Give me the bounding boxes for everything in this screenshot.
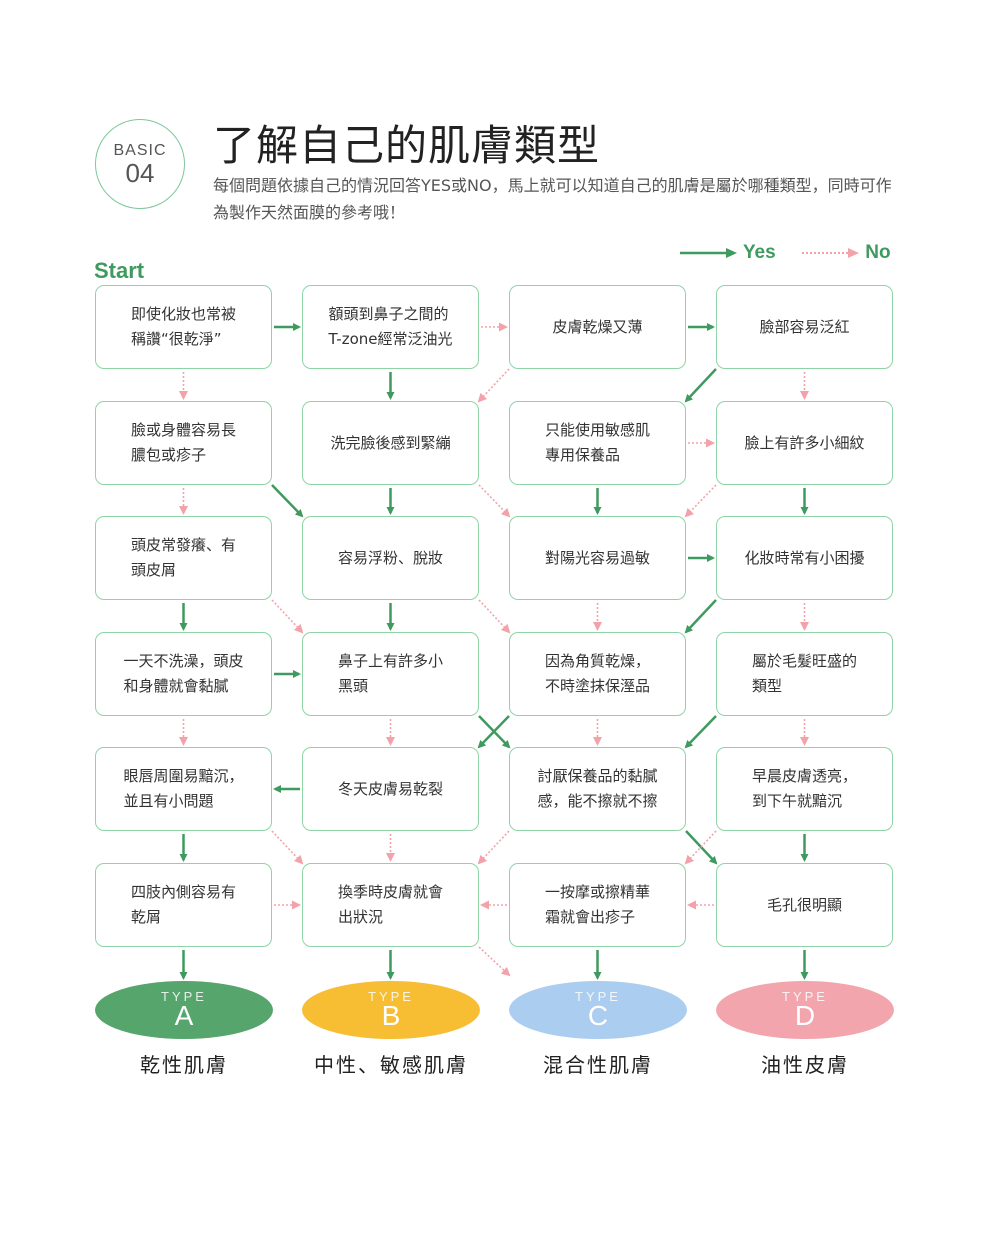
- question-text: 化妝時常有小困擾: [744, 548, 865, 567]
- no-arrow: [684, 830, 717, 865]
- question-text: 一天不洗澡，頭皮 和身體就會黏膩: [123, 652, 244, 695]
- legend-yes: Yes: [680, 242, 776, 264]
- question-text: 討厭保養品的黏膩 感，能不擦就不擦: [537, 767, 658, 810]
- question-box: 皮膚乾燥又薄: [509, 285, 686, 369]
- question-box: 早晨皮膚透亮， 到下午就黯沉: [716, 747, 893, 831]
- type-label: TYPE: [368, 989, 414, 1004]
- question-text: 即使化妝也常被 稱讚“很乾淨”: [130, 305, 236, 348]
- question-box: 冬天皮膚易乾裂: [302, 747, 479, 831]
- no-arrow: [478, 484, 511, 518]
- question-box: 屬於毛髮旺盛的 類型: [716, 632, 893, 716]
- question-box: 頭皮常發癢、有 頭皮屑: [95, 516, 272, 600]
- question-text: 四肢內側容易有 乾屑: [130, 883, 236, 926]
- question-text: 早晨皮膚透亮， 到下午就黯沉: [751, 767, 857, 810]
- question-text: 冬天皮膚易乾裂: [337, 779, 443, 798]
- question-box: 毛孔很明顯: [716, 863, 893, 947]
- legend-no: No: [802, 242, 891, 264]
- start-label: Start: [94, 258, 145, 283]
- question-box: 一按摩或擦精華 霜就會出疹子: [509, 863, 686, 947]
- question-text: 臉或身體容易長 膿包或疹子: [130, 421, 236, 464]
- question-box: 洗完臉後感到緊繃: [302, 401, 479, 485]
- yes-arrow: [271, 484, 304, 518]
- badge-number: 04: [125, 158, 155, 188]
- question-box: 臉部容易泛紅: [716, 285, 893, 369]
- question-box: 容易浮粉、脫妝: [302, 516, 479, 600]
- no-arrow: [477, 830, 510, 865]
- result-type-d: TYPE D: [716, 981, 894, 1039]
- basic-badge: BASIC 04: [95, 119, 185, 209]
- question-text: 鼻子上有許多小 黑頭: [337, 652, 443, 695]
- result-type-b: TYPE B: [302, 981, 480, 1039]
- question-text: 眼唇周圍易黯沉， 並且有小問題: [123, 767, 244, 810]
- question-text: 皮膚乾燥又薄: [552, 317, 643, 336]
- question-text: 臉上有許多小細紋: [744, 433, 865, 452]
- question-box: 化妝時常有小困擾: [716, 516, 893, 600]
- no-arrow: [271, 599, 304, 634]
- question-text: 毛孔很明顯: [766, 895, 842, 914]
- question-box: 臉上有許多小細紋: [716, 401, 893, 485]
- yes-arrow: [684, 368, 717, 403]
- question-text: 臉部容易泛紅: [759, 317, 850, 336]
- yes-arrow: [477, 715, 510, 749]
- type-label: TYPE: [161, 989, 207, 1004]
- result-name: 乾性肌膚: [140, 1053, 228, 1077]
- result-name: 混合性肌膚: [543, 1053, 653, 1077]
- question-text: 屬於毛髮旺盛的 類型: [751, 652, 857, 695]
- type-letter: D: [794, 1000, 816, 1031]
- question-text: 洗完臉後感到緊繃: [330, 433, 451, 452]
- result-type-a: TYPE A: [95, 981, 273, 1039]
- type-letter: B: [381, 1000, 401, 1031]
- question-box: 鼻子上有許多小 黑頭: [302, 632, 479, 716]
- result-type-c: TYPE C: [509, 981, 687, 1039]
- result-name: 油性皮膚: [761, 1053, 849, 1077]
- question-box: 討厭保養品的黏膩 感，能不擦就不擦: [509, 747, 686, 831]
- question-text: 只能使用敏感肌 專用保養品: [544, 421, 650, 464]
- question-text: 容易浮粉、脫妝: [337, 548, 443, 567]
- question-box: 一天不洗澡，頭皮 和身體就會黏膩: [95, 632, 272, 716]
- type-letter: A: [174, 1000, 194, 1031]
- question-box: 對陽光容易過敏: [509, 516, 686, 600]
- page-title: 了解自己的肌膚類型: [213, 121, 601, 170]
- type-letter: C: [587, 1000, 609, 1031]
- no-arrow: [684, 484, 717, 518]
- question-box: 四肢內側容易有 乾屑: [95, 863, 272, 947]
- no-arrow-icon: [802, 247, 859, 258]
- yes-arrow: [684, 599, 717, 634]
- question-box: 臉或身體容易長 膿包或疹子: [95, 401, 272, 485]
- type-label: TYPE: [782, 989, 828, 1004]
- question-text: 因為角質乾燥， 不時塗抹保溼品: [544, 652, 650, 695]
- type-label: TYPE: [575, 989, 621, 1004]
- legend-yes-label: Yes: [742, 242, 776, 263]
- question-text: 一按摩或擦精華 霜就會出疹子: [544, 883, 650, 926]
- question-text: 換季時皮膚就會 出狀況: [337, 883, 443, 926]
- no-arrow: [478, 946, 511, 977]
- question-text: 頭皮常發癢、有 頭皮屑: [130, 536, 236, 579]
- result-name: 中性、敏感肌膚: [314, 1053, 468, 1077]
- no-arrow: [478, 599, 511, 634]
- no-arrow: [477, 368, 510, 403]
- question-box: 只能使用敏感肌 專用保養品: [509, 401, 686, 485]
- no-arrow: [271, 830, 304, 865]
- question-box: 眼唇周圍易黯沉， 並且有小問題: [95, 747, 272, 831]
- legend-no-label: No: [865, 242, 891, 263]
- page-subtitle: 每個問題依據自己的情況回答YES或NO，馬上就可以知道自己的肌膚是屬於哪種類型，…: [213, 176, 892, 222]
- yes-arrow: [684, 715, 717, 749]
- yes-arrow-icon: [680, 247, 737, 258]
- question-box: 額頭到鼻子之間的 T-zone經常泛油光: [302, 285, 479, 369]
- question-box: 因為角質乾燥， 不時塗抹保溼品: [509, 632, 686, 716]
- question-box: 即使化妝也常被 稱讚“很乾淨”: [95, 285, 272, 369]
- badge-label: BASIC: [113, 142, 167, 159]
- question-text: 額頭到鼻子之間的 T-zone經常泛油光: [328, 305, 453, 348]
- question-text: 對陽光容易過敏: [544, 548, 650, 567]
- question-box: 換季時皮膚就會 出狀況: [302, 863, 479, 947]
